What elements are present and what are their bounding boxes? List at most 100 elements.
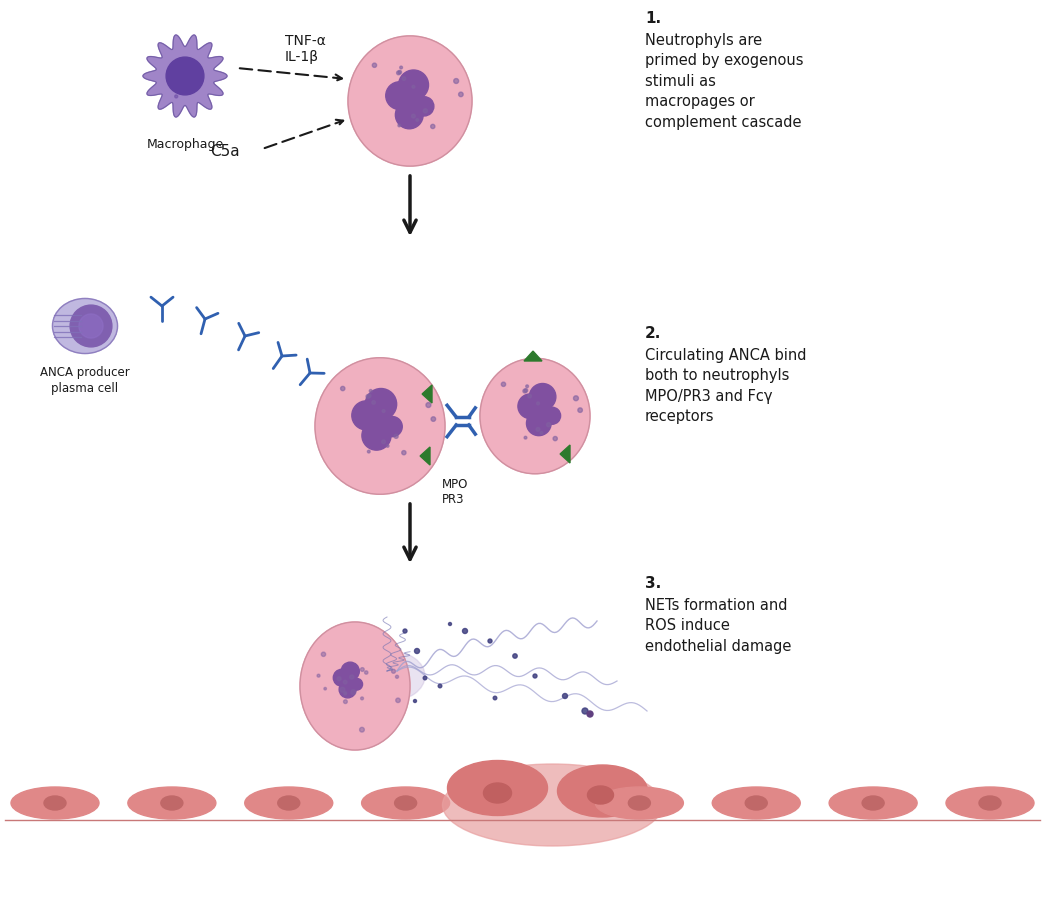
Ellipse shape — [629, 796, 651, 810]
Circle shape — [372, 63, 377, 67]
Circle shape — [402, 451, 406, 455]
Ellipse shape — [12, 787, 99, 819]
Circle shape — [343, 681, 347, 684]
Circle shape — [577, 408, 583, 413]
Circle shape — [411, 114, 415, 118]
Circle shape — [175, 95, 178, 97]
Ellipse shape — [397, 95, 416, 107]
Circle shape — [582, 708, 588, 714]
Circle shape — [371, 401, 376, 404]
Ellipse shape — [315, 358, 445, 495]
Circle shape — [533, 674, 537, 678]
Circle shape — [412, 86, 415, 88]
Polygon shape — [420, 447, 430, 465]
Circle shape — [399, 70, 402, 74]
Ellipse shape — [300, 622, 410, 750]
Circle shape — [78, 314, 104, 338]
Circle shape — [547, 423, 550, 426]
Circle shape — [350, 679, 363, 691]
Circle shape — [70, 305, 112, 347]
Ellipse shape — [278, 796, 300, 810]
Ellipse shape — [535, 397, 545, 406]
Ellipse shape — [442, 764, 662, 846]
Circle shape — [166, 57, 204, 95]
Circle shape — [518, 394, 543, 418]
Ellipse shape — [595, 787, 683, 819]
Circle shape — [501, 382, 505, 386]
Circle shape — [413, 700, 416, 702]
Ellipse shape — [712, 787, 800, 819]
Circle shape — [403, 629, 407, 633]
Circle shape — [334, 670, 350, 686]
Polygon shape — [143, 35, 227, 117]
Circle shape — [431, 416, 435, 422]
Circle shape — [396, 71, 401, 75]
Circle shape — [400, 67, 403, 69]
Ellipse shape — [161, 796, 183, 810]
Circle shape — [424, 676, 427, 680]
Ellipse shape — [394, 796, 416, 810]
Text: Macrophage: Macrophage — [146, 138, 224, 151]
Ellipse shape — [480, 358, 590, 474]
Circle shape — [382, 410, 385, 413]
Ellipse shape — [362, 787, 450, 819]
Circle shape — [369, 390, 372, 393]
Circle shape — [513, 654, 517, 659]
Circle shape — [573, 395, 578, 401]
Ellipse shape — [483, 783, 511, 803]
Text: ANCA producer
plasma cell: ANCA producer plasma cell — [40, 366, 130, 395]
Circle shape — [454, 78, 458, 84]
Ellipse shape — [355, 651, 425, 701]
Circle shape — [386, 82, 413, 109]
Text: MPO
PR3: MPO PR3 — [442, 478, 469, 506]
Circle shape — [367, 394, 371, 397]
Circle shape — [365, 388, 396, 420]
Ellipse shape — [52, 299, 117, 353]
Ellipse shape — [829, 787, 917, 819]
Ellipse shape — [44, 796, 66, 810]
Circle shape — [341, 662, 359, 681]
Ellipse shape — [364, 415, 384, 428]
Circle shape — [449, 622, 452, 626]
Circle shape — [424, 108, 428, 113]
Ellipse shape — [588, 786, 614, 804]
Ellipse shape — [528, 405, 545, 416]
Polygon shape — [423, 385, 432, 403]
Ellipse shape — [946, 787, 1034, 819]
Polygon shape — [524, 351, 542, 361]
Ellipse shape — [558, 765, 647, 817]
Circle shape — [399, 70, 429, 100]
Circle shape — [351, 401, 381, 430]
Circle shape — [587, 711, 593, 717]
Circle shape — [366, 394, 370, 398]
Text: TNF-α
IL-1β: TNF-α IL-1β — [285, 35, 326, 64]
Ellipse shape — [371, 404, 384, 415]
Circle shape — [343, 700, 347, 703]
Ellipse shape — [448, 761, 547, 815]
Circle shape — [524, 436, 527, 439]
Circle shape — [416, 118, 418, 121]
Text: C5a: C5a — [210, 144, 240, 159]
Circle shape — [431, 124, 435, 128]
Circle shape — [349, 675, 354, 679]
Circle shape — [462, 629, 468, 633]
Text: Neutrophyls are
primed by exogenous
stimuli as
macropages or
complement cascade: Neutrophyls are primed by exogenous stim… — [645, 33, 803, 129]
Circle shape — [537, 427, 540, 431]
Circle shape — [528, 394, 531, 398]
Circle shape — [414, 97, 434, 116]
Circle shape — [321, 652, 325, 657]
Circle shape — [523, 389, 527, 393]
Ellipse shape — [348, 36, 472, 166]
Circle shape — [362, 421, 391, 450]
Circle shape — [526, 411, 551, 435]
Circle shape — [537, 402, 540, 404]
Ellipse shape — [404, 85, 416, 96]
Circle shape — [397, 124, 401, 127]
Circle shape — [344, 692, 346, 695]
Circle shape — [488, 639, 492, 643]
Circle shape — [524, 389, 527, 392]
Circle shape — [394, 435, 399, 438]
Circle shape — [382, 416, 403, 436]
Text: NETs formation and
ROS induce
endothelial damage: NETs formation and ROS induce endothelia… — [645, 598, 792, 654]
Circle shape — [544, 407, 561, 425]
